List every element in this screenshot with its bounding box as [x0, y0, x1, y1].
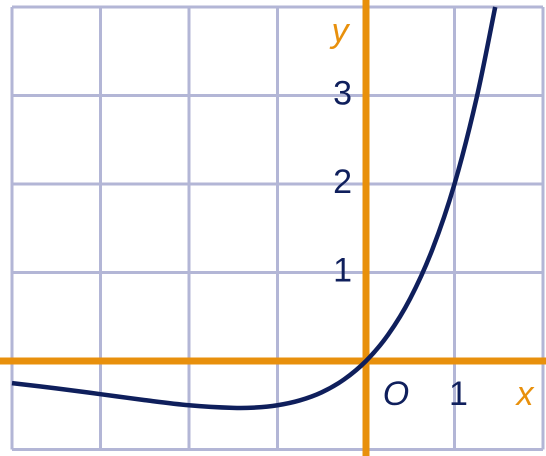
y-tick-label: 2 [333, 163, 352, 201]
y-axis-label: y [330, 12, 351, 50]
y-tick-label: 3 [333, 74, 352, 112]
origin-label: O [383, 375, 409, 413]
x-tick-label: 1 [449, 375, 468, 413]
y-tick-label: 1 [333, 251, 352, 289]
curve [11, 6, 498, 411]
x-axis-label: x [515, 375, 535, 413]
